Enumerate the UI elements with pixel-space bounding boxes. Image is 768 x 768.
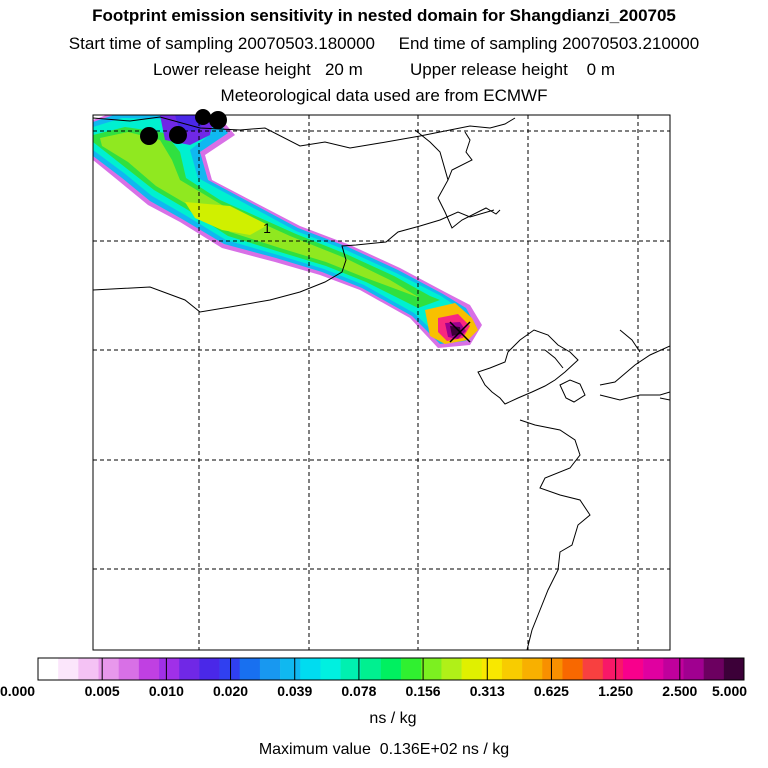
colorbar-cell — [542, 658, 563, 680]
colorbar-tick-label: 0.156 — [405, 683, 441, 699]
colorbar-cell — [461, 658, 483, 680]
colorbar-cell — [38, 658, 59, 680]
colorbar-cell — [723, 658, 745, 680]
colorbar-cell — [300, 658, 321, 680]
colorbar-cell — [179, 658, 200, 680]
colorbar-tick-label: 5.000 — [712, 683, 748, 699]
colorbar-cell — [501, 658, 523, 680]
sampling-time-line: Start time of sampling 20070503.180000 E… — [68, 34, 700, 53]
colorbar-frame — [37, 657, 745, 681]
colorbar-cell — [441, 658, 462, 680]
colorbar-tick-label: 0.039 — [277, 683, 313, 699]
colorbar-cell — [622, 658, 644, 680]
receptor-markers — [140, 109, 227, 145]
map-frame — [92, 114, 671, 651]
colorbar-cell — [98, 658, 119, 680]
coastlines-and-borders — [93, 116, 670, 650]
colorbar-tick-label: 0.000 — [0, 683, 36, 699]
colorbar-cell — [159, 658, 180, 680]
colorbar-tick-label: 0.005 — [84, 683, 120, 699]
colorbar-cell — [239, 658, 261, 680]
colorbar-tick-label: 0.020 — [213, 683, 249, 699]
colorbar-cell — [118, 658, 140, 680]
colorbar-cell — [78, 658, 99, 680]
colorbar — [37, 658, 745, 680]
release-height-line: Lower release height 20 m Upper release … — [152, 60, 616, 79]
colorbar-cell — [340, 658, 362, 680]
maximum-value-text: Maximum value 0.136E+02 ns / kg — [258, 741, 510, 758]
colorbar-tick-label: 0.625 — [533, 683, 569, 699]
plot-title: Footprint emission sensitivity in nested… — [92, 6, 676, 25]
colorbar-cell — [683, 658, 704, 680]
colorbar-cell — [663, 658, 684, 680]
colorbar-cell — [602, 658, 624, 680]
colorbar-cell — [643, 658, 664, 680]
colorbar-cell — [320, 658, 341, 680]
colorbar-tick-label: 0.313 — [469, 683, 505, 699]
colorbar-cell — [562, 658, 583, 680]
graticule — [93, 115, 670, 650]
colorbar-cell — [703, 658, 725, 680]
colorbar-cell — [199, 658, 220, 680]
colorbar-tick-label: 1.250 — [598, 683, 634, 699]
colorbar-cell — [219, 658, 241, 680]
emission-plume — [93, 115, 482, 348]
colorbar-cell — [401, 658, 422, 680]
colorbar-cell — [481, 658, 503, 680]
colorbar-cell — [259, 658, 281, 680]
colorbar-tick-label: 0.078 — [341, 683, 377, 699]
contour-label: 1 — [263, 220, 271, 236]
meteorological-data-line: Meteorological data used are from ECMWF — [220, 86, 548, 105]
colorbar-cell — [421, 658, 442, 680]
colorbar-cell — [582, 658, 604, 680]
colorbar-tick-label: 2.500 — [662, 683, 698, 699]
colorbar-tick-label: 0.010 — [148, 683, 184, 699]
colorbar-cell — [58, 658, 79, 680]
colorbar-cell — [522, 658, 543, 680]
release-point-marker — [449, 321, 471, 343]
colorbar-cell — [280, 658, 301, 680]
colorbar-cell — [360, 658, 382, 680]
colorbar-cell — [380, 658, 402, 680]
colorbar-units: ns / kg — [369, 710, 417, 727]
colorbar-cell — [138, 658, 160, 680]
